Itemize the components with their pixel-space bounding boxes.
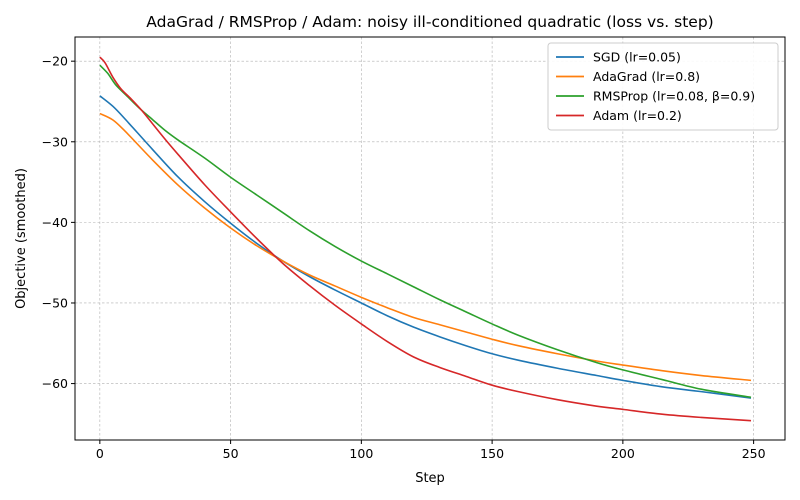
y-axis-label: Objective (smoothed)	[14, 168, 29, 309]
series-line-1	[99, 95, 752, 399]
x-tick-label: 200	[611, 446, 635, 461]
legend-box	[547, 42, 779, 131]
x-tick-label: 150	[480, 446, 504, 461]
legend-label-3: RMSProp (lr=0.08, β=0.9)	[593, 89, 755, 104]
plot-frame	[74, 36, 786, 441]
x-tick-label: 250	[742, 446, 766, 461]
legend: SGD (lr=0.05) AdaGrad (lr=0.8) RMSProp (lr…	[547, 42, 779, 131]
series-line-4	[99, 56, 752, 422]
x-tick-label: 50	[223, 446, 239, 461]
y-tick-label: −40	[42, 215, 68, 230]
y-tick-label: −60	[42, 376, 68, 391]
x-tick-label: 100	[349, 446, 373, 461]
chart-title: AdaGrad / RMSProp / Adam: noisy ill-cond…	[146, 13, 713, 31]
x-axis-label: Step	[415, 471, 445, 486]
y-tick-label: −50	[42, 295, 68, 310]
y-tick-label: −20	[42, 54, 68, 69]
y-tick-label: −30	[42, 134, 68, 149]
series-line-2	[99, 112, 752, 382]
axis-ticks: 0 50 100 150 200 250 −20 −30 −40 −50 −60	[42, 54, 766, 461]
legend-label-2: AdaGrad (lr=0.8)	[593, 69, 700, 84]
legend-label-4: Adam (lr=0.2)	[593, 108, 682, 123]
x-tick-label: 0	[96, 446, 104, 461]
legend-label-1: SGD (lr=0.05)	[593, 50, 681, 65]
series-lines	[99, 56, 752, 422]
